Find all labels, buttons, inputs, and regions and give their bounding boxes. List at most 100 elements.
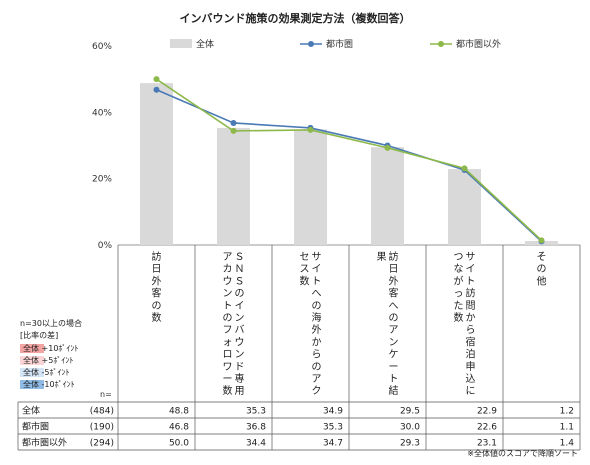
category-label-char: 宿 <box>466 335 476 348</box>
category-label-char: ン <box>223 289 233 300</box>
table-cell-value: 34.9 <box>323 407 343 417</box>
category-label-char: 外 <box>312 324 322 336</box>
category-label-char: の <box>223 313 233 324</box>
table-row-name: 都市圏 <box>22 421 49 433</box>
category-label-char: 他 <box>537 274 547 287</box>
table-cell-value: 22.9 <box>477 407 497 417</box>
category-label-char: に <box>466 385 476 397</box>
bar-series <box>140 83 558 245</box>
category-label-char: の <box>152 301 162 312</box>
category-label-char: ト <box>466 276 476 287</box>
legend-marker <box>438 41 444 47</box>
bar <box>140 83 173 245</box>
table-cell-value: 48.8 <box>169 407 189 417</box>
category-label-char: ド <box>235 362 245 373</box>
category-label-char: 申 <box>466 360 476 373</box>
category-label-char: ン <box>235 313 245 324</box>
legend-label: 全体 <box>196 38 214 50</box>
category-label-char: か <box>312 336 322 348</box>
scale-swatch <box>20 344 44 353</box>
data-point <box>461 165 468 172</box>
category-label-char: 訪 <box>389 250 399 263</box>
table-cell-value: 1.2 <box>560 407 574 417</box>
category-label-char: ォ <box>223 337 233 348</box>
legend-marker <box>308 41 314 47</box>
chart-legend: 全体 都市圏 都市圏以外 <box>170 38 501 50</box>
bar <box>371 147 404 245</box>
category-label-char: ト <box>312 276 322 287</box>
category-label-char: ウ <box>235 336 245 348</box>
category-label-char: イ <box>466 264 476 275</box>
data-point <box>153 86 160 93</box>
table-row-name: 都市圏以外 <box>22 437 67 449</box>
scale-item: 全体 +5ﾎﾟｲﾝﾄ <box>20 355 91 366</box>
table-cell-value: 36.8 <box>246 423 266 433</box>
legend-swatch <box>170 39 192 48</box>
bar <box>294 129 327 245</box>
table-cell-value: 23.1 <box>477 439 497 449</box>
category-label-char: 日 <box>152 264 162 275</box>
legend-label: 都市圏以外 <box>456 38 501 50</box>
category-label-char: ク <box>312 385 322 397</box>
category-label-char: 客 <box>389 287 399 300</box>
y-tick-label: 0% <box>98 241 113 251</box>
y-tick-label: 60% <box>92 42 112 52</box>
category-label-char: た <box>454 300 464 312</box>
scale-caption: n=30以上の場合 <box>20 319 82 328</box>
category-label-char: イ <box>235 301 245 312</box>
category-label-char: ワ <box>223 362 233 373</box>
category-label-char: ン <box>389 337 399 348</box>
category-label-char: か <box>466 312 476 324</box>
table-row-name: 全体 <box>22 405 40 417</box>
data-point <box>153 76 160 83</box>
category-label-char: 数 <box>300 274 310 287</box>
category-label-char: ー <box>389 362 399 373</box>
scale-label: 全体 +10ﾎﾟｲﾝﾄ <box>23 343 79 353</box>
table-cell-value: 34.7 <box>323 439 343 449</box>
difference-scale-legend: n=30以上の場合 [比率の差] 全体 +10ﾎﾟｲﾝﾄ 全体 +5ﾎﾟｲﾝﾄ 全体… <box>20 318 91 390</box>
table-row-n: (294) <box>90 439 114 449</box>
category-label-char: ー <box>223 374 233 385</box>
category-label-char: 数 <box>152 311 162 324</box>
category-label-char: ン <box>235 350 245 361</box>
category-label-char: 数 <box>454 311 464 324</box>
category-label-char: ら <box>466 324 476 336</box>
table-cell-value: 35.3 <box>323 423 343 433</box>
category-label-char: っ <box>454 289 464 300</box>
data-point <box>384 144 391 151</box>
y-tick-label: 20% <box>92 175 112 185</box>
category-label-char: ら <box>312 349 322 361</box>
category-labels: 訪日外客の数ＳＮＳのインバウンド専用アカウントのフォロワー数サイトへの海外からの… <box>117 245 581 402</box>
category-label-char: 込 <box>466 373 476 385</box>
category-label-char: の <box>537 264 547 275</box>
data-table: n= 全体 (484) 48.8 35.3 34.9 29.5 22.9 1.2 都市圏 (190)… <box>17 390 581 451</box>
category-label-char: 用 <box>235 386 245 397</box>
table-cell-value: 30.0 <box>400 423 420 433</box>
legend-label: 都市圏 <box>326 38 353 50</box>
category-label-char: 外 <box>389 275 399 287</box>
category-label-char: ス <box>300 264 310 275</box>
category-label-char: 海 <box>312 311 322 324</box>
table-cell-value: 29.3 <box>400 439 420 449</box>
category-label-char: ケ <box>389 349 399 361</box>
category-label-char: へ <box>389 301 399 312</box>
table-cell-value: 1.1 <box>560 423 574 433</box>
y-tick-label: 40% <box>92 108 112 118</box>
category-label-char: 果 <box>377 251 387 263</box>
category-label-char: の <box>312 362 322 373</box>
category-label-char: 訪 <box>466 287 476 300</box>
scale-swatch <box>20 356 44 365</box>
category-label-char: ウ <box>223 275 233 287</box>
scale-label: 全体 +5ﾎﾟｲﾝﾄ <box>23 355 74 365</box>
category-label-char: 外 <box>152 275 162 287</box>
table-cell-value: 34.4 <box>246 439 266 449</box>
data-point <box>307 126 314 133</box>
category-label-char: バ <box>235 324 245 336</box>
category-label-char: つ <box>454 252 464 263</box>
bar <box>448 169 481 245</box>
category-label-char: Ｓ <box>235 276 245 287</box>
data-point <box>538 237 545 244</box>
category-label-char: 日 <box>389 264 399 275</box>
sort-note: ※全体値のスコアで降順ソート <box>467 449 578 458</box>
